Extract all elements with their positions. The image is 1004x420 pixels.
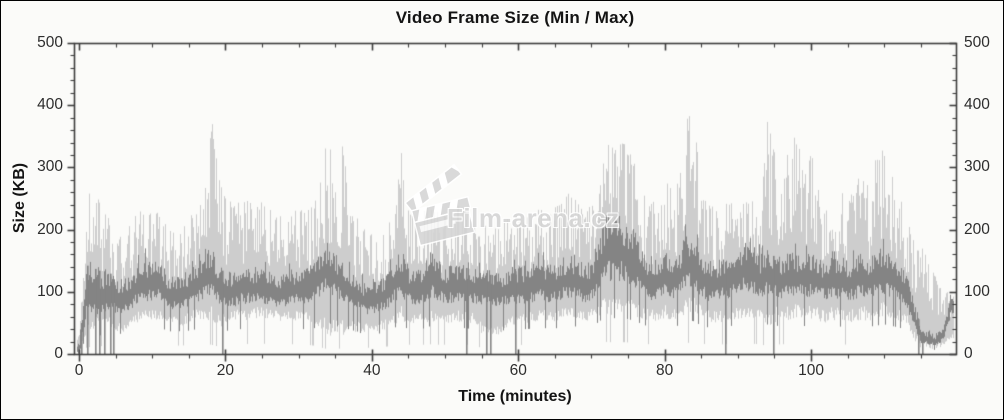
y-tick-label: 300 xyxy=(37,158,63,176)
x-tick-label: 20 xyxy=(216,362,235,379)
x-tick-label: 0 xyxy=(74,362,84,379)
x-tick-label: 40 xyxy=(363,362,381,379)
chart-title: Video Frame Size (Min / Max) xyxy=(395,8,635,27)
x-axis-label: Time (minutes) xyxy=(458,388,572,405)
x-tick-label: 60 xyxy=(509,362,527,379)
y-tick-label: 400 xyxy=(964,96,990,114)
y-tick-label: 200 xyxy=(37,220,63,238)
y-tick-label: 400 xyxy=(37,96,63,114)
y-tick-label: 500 xyxy=(37,34,63,51)
x-tick-label: 100 xyxy=(798,362,825,379)
y-tick-label: 0 xyxy=(964,345,973,362)
y-tick-label: 200 xyxy=(964,220,990,238)
y-tick-label: 0 xyxy=(54,345,63,362)
x-tick-label: 80 xyxy=(656,362,674,379)
y-tick-label: 500 xyxy=(964,34,990,51)
y-tick-label: 100 xyxy=(964,282,990,300)
y-tick-label: 300 xyxy=(964,158,990,176)
y-tick-label: 100 xyxy=(37,282,63,300)
